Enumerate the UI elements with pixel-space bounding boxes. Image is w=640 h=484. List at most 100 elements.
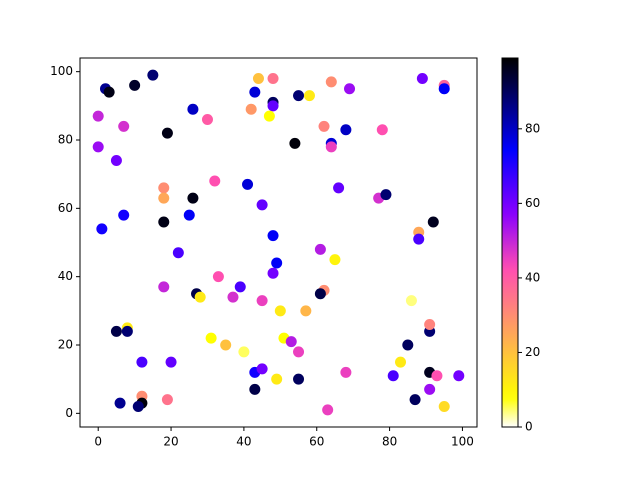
point (161, 127, 173, 139)
point (256, 295, 268, 307)
point (395, 356, 407, 368)
point (201, 114, 213, 125)
point (314, 243, 326, 255)
point (405, 295, 417, 307)
point (438, 83, 450, 95)
point (172, 247, 184, 259)
point (453, 370, 465, 382)
point (103, 86, 115, 98)
point (293, 373, 305, 385)
colorbar (501, 57, 519, 428)
point (325, 76, 337, 88)
point (256, 363, 268, 375)
point (252, 73, 264, 84)
x-tick-label: 40 (236, 435, 251, 449)
point (267, 100, 279, 112)
point (238, 346, 250, 358)
point (227, 291, 239, 303)
point (431, 370, 443, 382)
point (424, 383, 436, 395)
point (205, 332, 217, 344)
point (380, 189, 392, 201)
point (249, 86, 261, 98)
point (212, 271, 224, 283)
point (318, 120, 330, 132)
point (322, 404, 334, 416)
colorbar-tick-label: 40 (525, 270, 540, 284)
point (114, 397, 126, 409)
point (387, 370, 399, 382)
point (293, 346, 305, 358)
point (110, 155, 122, 166)
point (413, 233, 425, 245)
point (344, 83, 356, 95)
point (187, 192, 199, 204)
y-tick-label: 60 (58, 201, 73, 215)
point (92, 141, 104, 153)
colorbar-tick-label: 80 (525, 121, 540, 135)
point (303, 90, 315, 102)
point (132, 401, 144, 412)
point (234, 281, 246, 293)
y-tick-label: 20 (58, 338, 73, 352)
point (376, 124, 388, 136)
y-tick-label: 40 (58, 269, 73, 283)
point (96, 223, 108, 235)
point (110, 325, 122, 337)
point (293, 90, 305, 102)
colorbar-tick-label: 0 (525, 420, 533, 434)
point (329, 254, 341, 266)
point (147, 69, 159, 81)
colorbar-tick-label: 60 (525, 196, 540, 210)
point (314, 288, 326, 300)
colorbar-tick-label: 20 (525, 345, 540, 359)
point (274, 305, 286, 317)
point (136, 356, 148, 368)
point (271, 373, 283, 385)
plot-frame (79, 57, 478, 428)
y-tick-label: 100 (50, 64, 73, 78)
point (267, 73, 279, 84)
x-tick-label: 20 (163, 435, 178, 449)
point (267, 267, 279, 279)
point (161, 394, 173, 406)
point (245, 103, 257, 115)
point (165, 356, 177, 368)
point (333, 182, 345, 194)
point (187, 103, 199, 115)
x-tick-label: 100 (451, 435, 474, 449)
point (129, 79, 141, 91)
point (300, 305, 312, 317)
point (121, 325, 133, 337)
x-tick-label: 60 (309, 435, 324, 449)
point (92, 110, 104, 122)
y-tick-label: 0 (65, 406, 73, 420)
point (285, 336, 297, 348)
point (438, 401, 450, 412)
point (325, 141, 337, 153)
point (194, 291, 206, 303)
point (158, 192, 170, 204)
point (289, 137, 301, 149)
x-tick-label: 80 (382, 435, 397, 449)
point (158, 182, 170, 194)
y-tick-label: 80 (58, 133, 73, 147)
point (271, 257, 283, 269)
point (220, 339, 232, 351)
point (340, 124, 352, 136)
point (402, 339, 414, 351)
point (158, 281, 170, 293)
point (340, 366, 352, 378)
point (118, 209, 130, 221)
point (267, 230, 279, 242)
point (256, 199, 268, 211)
point (409, 394, 421, 406)
point (158, 216, 170, 228)
point (263, 110, 275, 122)
x-tick-label: 0 (94, 435, 102, 449)
point (118, 120, 130, 132)
point (183, 209, 195, 221)
point (242, 178, 254, 190)
